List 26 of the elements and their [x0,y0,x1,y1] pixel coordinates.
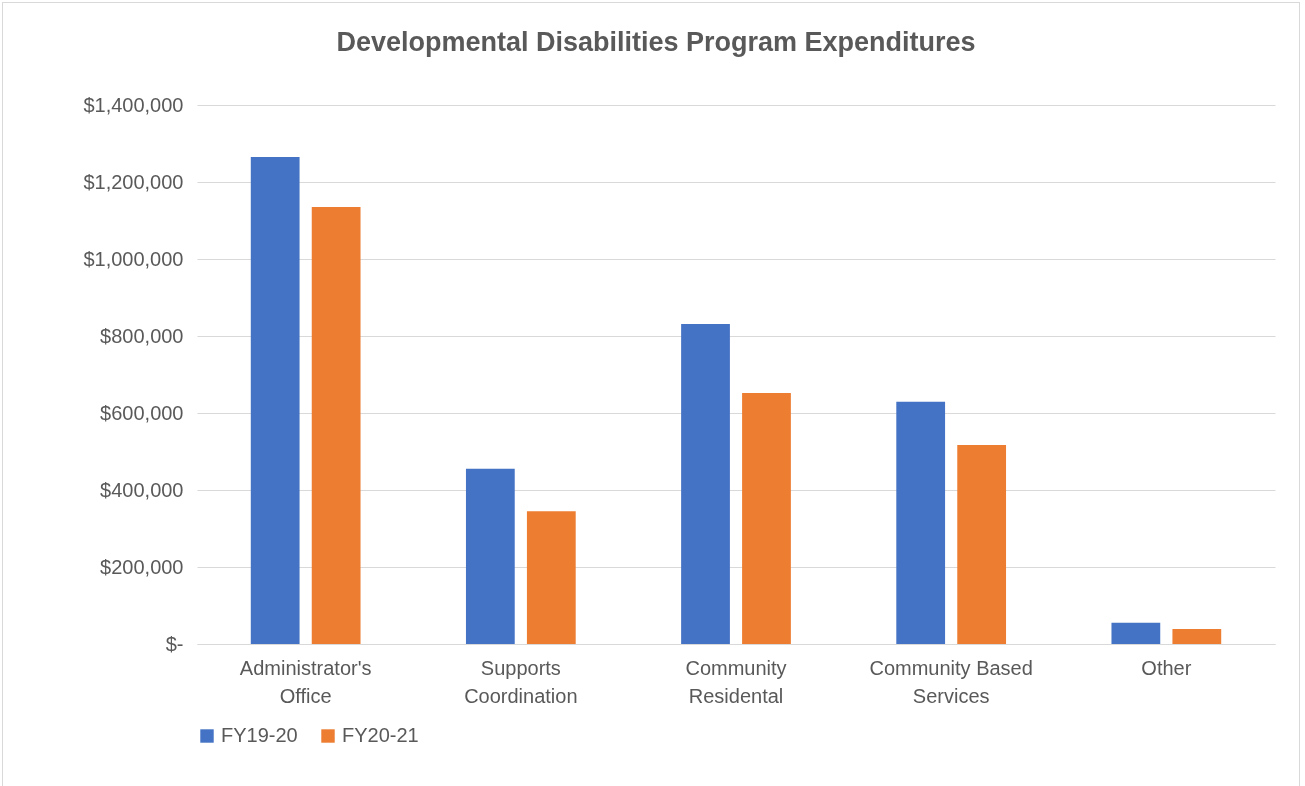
x-tick-label: Supports Coordination [464,656,578,707]
x-tick-label: Community Based Services [869,656,1033,707]
legend-label: FY20-21 [342,724,419,746]
legend-label: FY19-20 [221,724,298,746]
y-tick-label: $400,000 [100,478,184,501]
y-tick-label: $- [165,632,184,655]
y-tick-label: $200,000 [100,555,184,578]
bar [250,156,300,644]
y-tick-label: $1,200,000 [83,170,184,193]
y-tick-label: $600,000 [100,401,184,424]
bar [526,511,576,644]
bar [681,324,730,644]
bar [1172,628,1222,644]
x-tick-label: Other [1141,656,1192,679]
bar [957,444,1007,644]
bar [742,392,791,644]
y-tick-label: $800,000 [100,324,184,347]
chart-title: Developmental Disabilities Program Expenditures [336,27,976,57]
y-tick-label: $1,000,000 [83,247,184,270]
bar [1111,622,1161,644]
bar [896,401,946,644]
bar [311,207,361,644]
x-tick-label: Administrator's Office [239,656,372,707]
y-tick-label: $1,400,000 [83,93,184,116]
x-tick-label: Community Residental [685,656,787,707]
bar [465,468,515,644]
